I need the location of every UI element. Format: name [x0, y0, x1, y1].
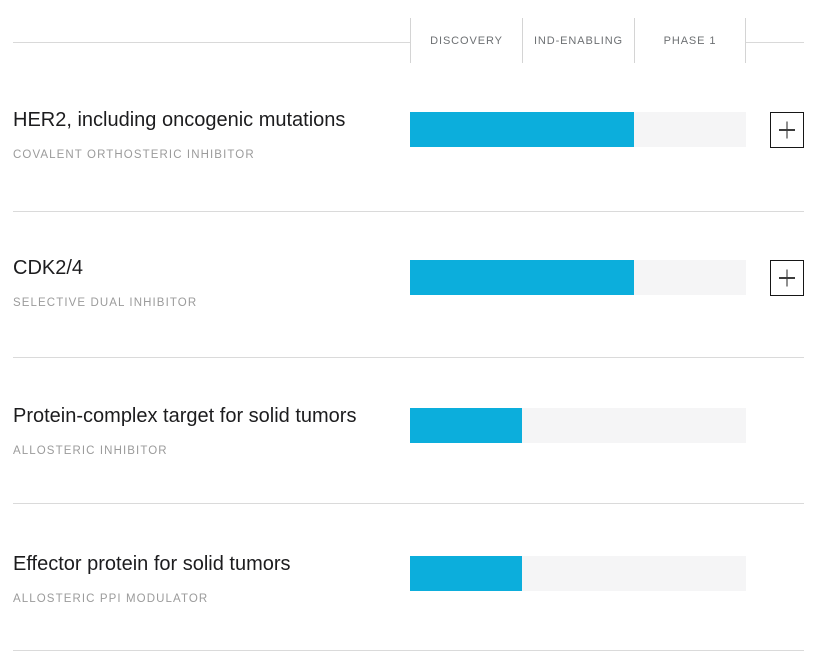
- expand-button[interactable]: [770, 112, 804, 148]
- progress-fill: [410, 260, 634, 295]
- phase-header: DISCOVERY IND-ENABLING PHASE 1: [410, 18, 746, 63]
- progress-track: [410, 408, 746, 443]
- phase-header-cell-ind-enabling: IND-ENABLING: [522, 18, 634, 63]
- header-rule-right: [746, 42, 804, 43]
- program-modality: ALLOSTERIC PPI MODULATOR: [13, 593, 209, 605]
- expand-button[interactable]: [770, 260, 804, 296]
- progress-fill: [410, 112, 634, 147]
- progress-track: [410, 112, 746, 147]
- program-modality: ALLOSTERIC INHIBITOR: [13, 445, 168, 457]
- row-divider: [13, 211, 804, 212]
- progress-track: [410, 260, 746, 295]
- row-divider: [13, 357, 804, 358]
- program-title: Effector protein for solid tumors: [13, 553, 291, 575]
- program-modality: SELECTIVE DUAL INHIBITOR: [13, 297, 198, 309]
- program-title: Protein-complex target for solid tumors: [13, 405, 357, 427]
- phase-header-cell-phase-1: PHASE 1: [634, 18, 746, 63]
- pipeline-row-her2: HER2, including oncogenic mutations COVA…: [0, 109, 814, 172]
- plus-icon: [779, 277, 795, 279]
- plus-icon: [779, 129, 795, 131]
- pipeline-row-cdk2-4: CDK2/4 SELECTIVE DUAL INHIBITOR: [0, 257, 814, 320]
- row-divider: [13, 650, 804, 651]
- phase-header-cell-discovery: DISCOVERY: [410, 18, 522, 63]
- phase-label-discovery: DISCOVERY: [430, 34, 503, 47]
- phase-label-ind-enabling: IND-ENABLING: [533, 34, 624, 47]
- program-title: HER2, including oncogenic mutations: [13, 109, 346, 131]
- pipeline-row-protein-complex: Protein-complex target for solid tumors …: [0, 405, 814, 468]
- phase-label-phase-1: PHASE 1: [663, 34, 717, 47]
- pipeline-row-effector-protein: Effector protein for solid tumors ALLOST…: [0, 553, 814, 616]
- header-rule-left: [13, 42, 410, 43]
- program-title: CDK2/4: [13, 257, 84, 279]
- progress-track: [410, 556, 746, 591]
- progress-fill: [410, 408, 522, 443]
- progress-fill: [410, 556, 522, 591]
- program-modality: COVALENT ORTHOSTERIC INHIBITOR: [13, 149, 255, 161]
- row-divider: [13, 503, 804, 504]
